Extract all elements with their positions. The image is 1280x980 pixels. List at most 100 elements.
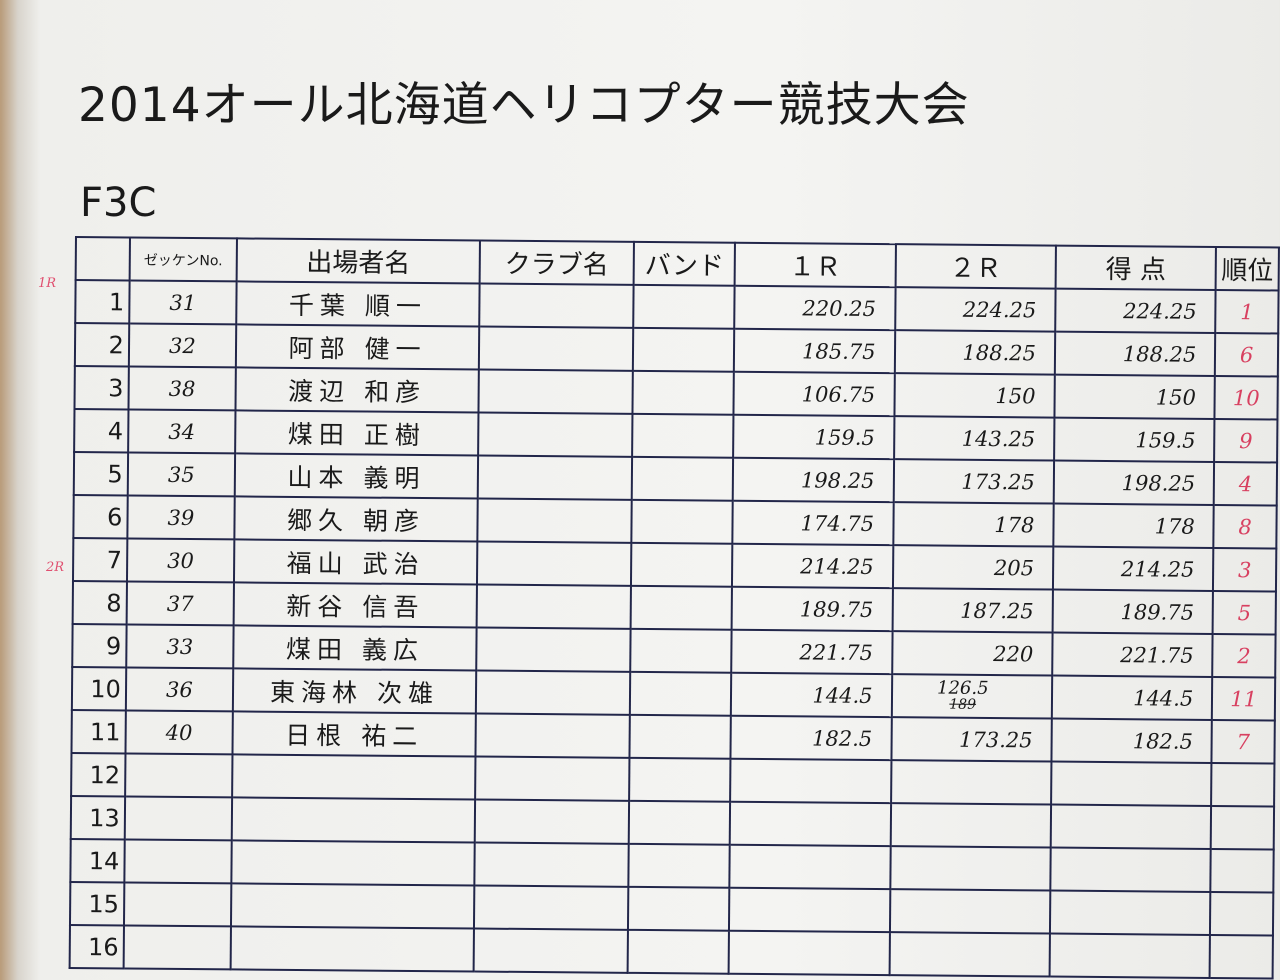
club-name [478, 369, 633, 414]
page-title: 2014オール北海道ヘリコプター競技大会 [78, 78, 970, 133]
round1-score: 185.75 [734, 328, 895, 374]
rank [1211, 762, 1275, 807]
round1-score: 189.75 [731, 586, 893, 632]
round1-score: 174.75 [732, 500, 894, 546]
row-number: 12 [71, 752, 126, 797]
rank: 4 [1213, 461, 1278, 506]
round2-score [890, 803, 1051, 848]
round2-score: 126.5 189 [891, 674, 1053, 719]
category-label: F3C [80, 180, 157, 226]
band [633, 284, 735, 329]
rank [1210, 891, 1274, 936]
round1-score: 106.75 [733, 371, 895, 417]
band [631, 499, 733, 544]
row-number: 5 [73, 452, 128, 496]
row-number: 14 [70, 838, 125, 883]
competitor-name [232, 754, 476, 800]
bib-number [123, 882, 232, 927]
rank: 9 [1214, 418, 1278, 463]
round2-score: 173.25 [891, 717, 1052, 762]
round2-score: 143.25 [893, 416, 1055, 461]
club-name [474, 885, 629, 930]
round2-score: 150 [894, 373, 1055, 418]
bib-number [124, 796, 233, 841]
final-score: 224.25 [1055, 288, 1216, 333]
row-number: 7 [72, 537, 128, 582]
header-band: バンド [633, 241, 736, 286]
bib-number: 32 [128, 323, 237, 368]
row-number: 8 [72, 580, 127, 625]
band [628, 843, 730, 888]
row-number: 15 [69, 881, 125, 926]
club-name [477, 498, 632, 543]
competitor-name: 日根 祐二 [232, 711, 476, 757]
club-name [477, 455, 632, 500]
margin-note-2r: 2R [46, 560, 65, 575]
round1-score: 221.75 [731, 629, 893, 675]
round1-score [729, 887, 890, 933]
final-score: 182.5 [1051, 718, 1213, 763]
competitor-name: 新谷 信吾 [233, 582, 478, 628]
rank [1210, 848, 1274, 893]
band [628, 757, 731, 802]
row-number: 2 [74, 323, 130, 367]
rank: 5 [1212, 590, 1276, 635]
competitor-name [230, 926, 475, 972]
bib-number: 31 [129, 280, 237, 325]
bib-number: 39 [127, 495, 235, 540]
club-name [479, 283, 634, 328]
competitor-name: 阿部 健一 [235, 324, 480, 370]
band [630, 585, 733, 630]
final-score: 214.25 [1052, 546, 1214, 591]
round1-score: 214.25 [732, 543, 893, 589]
bib-number: 36 [125, 667, 234, 712]
bib-number: 40 [125, 710, 233, 755]
band [631, 456, 734, 501]
row-number: 13 [70, 795, 125, 840]
bib-number [124, 839, 232, 884]
round2-score [889, 846, 1051, 891]
competitor-name: 煤田 義広 [233, 625, 477, 671]
rank: 6 [1215, 332, 1279, 377]
club-name [478, 326, 634, 371]
band [632, 327, 735, 372]
row-number: 3 [74, 366, 129, 410]
rank: 3 [1213, 547, 1277, 592]
round2-score [889, 889, 1051, 934]
header-round2: ２Ｒ [895, 244, 1056, 289]
club-name [477, 541, 632, 586]
margin-note-1r: 1R [38, 276, 57, 291]
final-score [1050, 847, 1211, 892]
competitor-name [231, 840, 475, 886]
round2-score [890, 760, 1052, 805]
header-name: 出場者名 [236, 238, 481, 284]
row-number: 16 [69, 924, 124, 969]
final-score: 178 [1053, 503, 1214, 548]
rank [1210, 805, 1275, 850]
club-name [475, 713, 630, 758]
club-name [473, 928, 628, 973]
round1-score: 144.5 [731, 672, 892, 718]
final-score: 159.5 [1053, 417, 1215, 462]
club-name [478, 412, 633, 457]
round2-score: 205 [892, 545, 1054, 590]
club-name [474, 842, 629, 887]
competitor-name [231, 883, 475, 929]
competitor-name: 煤田 正樹 [235, 410, 479, 456]
header-bib: ゼッケンNo. [129, 237, 238, 282]
bib-number: 33 [126, 624, 234, 669]
final-score: 188.25 [1054, 331, 1216, 376]
bib-number: 30 [126, 538, 235, 583]
round2-score: 178 [892, 502, 1054, 547]
struck-score: 189 [949, 696, 977, 713]
round1-score: 220.25 [734, 285, 896, 331]
competitor-name: 福山 武治 [234, 539, 478, 585]
final-score [1049, 890, 1211, 935]
bib-number [124, 753, 233, 798]
header-club: クラブ名 [479, 240, 634, 285]
final-score [1050, 804, 1212, 849]
round1-score: 159.5 [733, 414, 895, 460]
round1-score: 182.5 [730, 715, 892, 761]
round2-score: 173.25 [893, 459, 1054, 504]
bib-number [123, 925, 232, 970]
